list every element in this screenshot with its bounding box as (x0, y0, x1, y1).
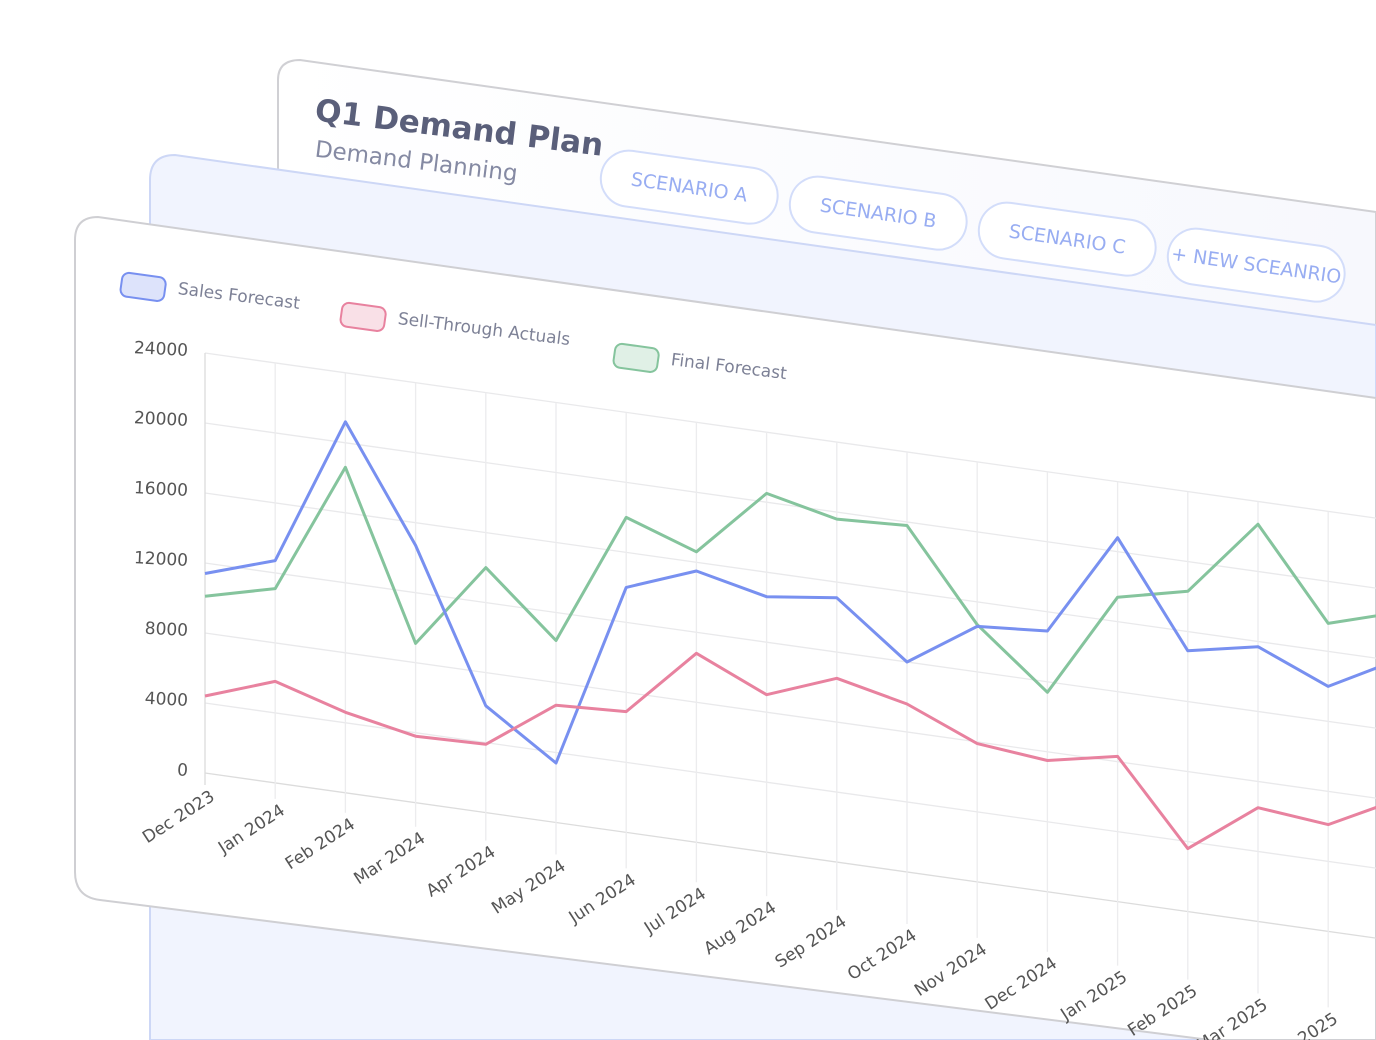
button-shape (599, 149, 779, 225)
chart-card (74, 215, 1376, 1040)
legend-swatch (339, 301, 387, 332)
y-tick-label: 0 (177, 760, 189, 781)
scenario-button[interactable]: SCENARIO A (597, 147, 781, 227)
scenario-button[interactable]: SCENARIO B (786, 173, 970, 253)
button-shape (788, 175, 968, 251)
y-tick-label: 20000 (133, 408, 188, 431)
y-tick-label: 8000 (144, 619, 188, 641)
y-tick-label: 16000 (133, 478, 188, 501)
grid-line (204, 352, 1376, 519)
button-shape (977, 201, 1157, 277)
scenario-button[interactable]: + NEW SCEANRIO (1164, 225, 1348, 305)
series-line (204, 465, 1376, 694)
series-line (204, 420, 1376, 765)
y-tick-label: 4000 (144, 689, 188, 711)
y-tick-label: 12000 (133, 548, 188, 571)
series-line (204, 651, 1376, 851)
legend-swatch (612, 342, 660, 373)
y-tick-label: 24000 (133, 338, 188, 361)
grid-line (204, 492, 1376, 659)
grid-line (204, 562, 1376, 729)
grid-line (204, 772, 1376, 939)
legend-swatch (119, 271, 167, 302)
scenario-button[interactable]: SCENARIO C (975, 199, 1159, 279)
grid-line (204, 632, 1376, 799)
button-shape (1166, 227, 1346, 303)
